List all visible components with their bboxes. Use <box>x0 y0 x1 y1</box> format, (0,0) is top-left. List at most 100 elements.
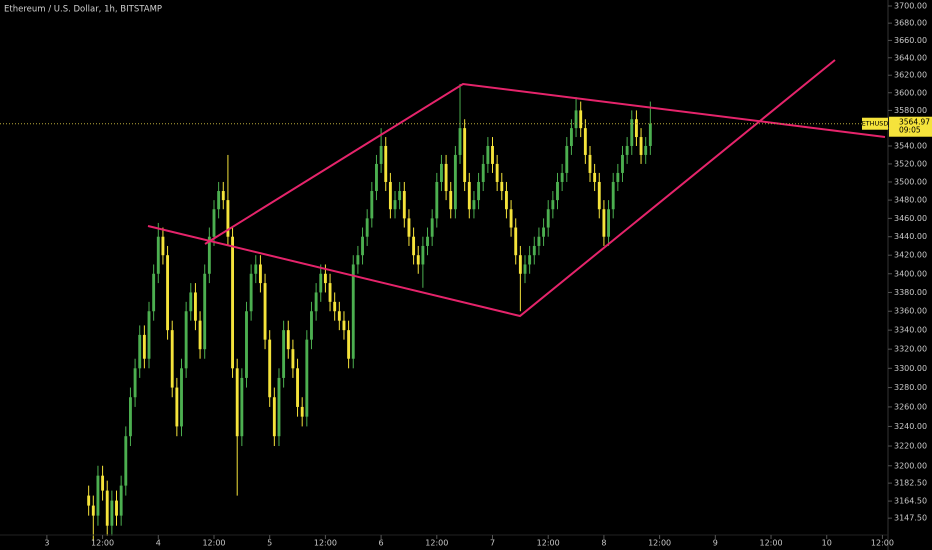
chart-title: Ethereum / U.S. Dollar, 1h, BITSTAMP <box>4 5 162 15</box>
candle <box>458 83 462 164</box>
candle <box>597 172 601 219</box>
candle <box>337 301 341 331</box>
candle-body <box>616 172 620 182</box>
candle <box>416 245 420 274</box>
candle-body <box>532 245 536 256</box>
trend-line[interactable] <box>147 59 836 318</box>
candle <box>263 273 267 350</box>
candle-body <box>156 236 160 274</box>
candle-body <box>115 500 118 516</box>
candle <box>207 227 211 284</box>
y-tick-label: 3620.00 <box>894 71 927 80</box>
y-tick-label: 3420.00 <box>894 251 927 260</box>
candle-body <box>217 191 221 210</box>
candle-body <box>258 264 262 284</box>
candle-body <box>263 283 267 340</box>
candle <box>402 181 406 228</box>
x-tick-label: 9 <box>713 539 718 548</box>
candle <box>440 154 443 192</box>
candle-body <box>161 236 165 256</box>
x-tick-label: 3 <box>44 539 49 548</box>
candle-body <box>597 181 601 210</box>
candle-body <box>356 255 360 265</box>
candle <box>361 227 364 265</box>
y-tick-label: 3260.00 <box>894 402 927 411</box>
candle <box>138 325 142 378</box>
y-tick-label: 3700.00 <box>894 1 927 10</box>
candle <box>310 301 313 350</box>
candle <box>634 110 638 146</box>
candle-body <box>212 209 216 237</box>
candle-body <box>277 377 281 437</box>
candle <box>407 209 411 246</box>
candle <box>110 490 114 536</box>
candle-body <box>402 191 406 219</box>
candle-body <box>435 181 439 219</box>
candle <box>495 154 499 192</box>
candle-body <box>440 163 443 182</box>
candle <box>193 283 197 331</box>
candle <box>105 480 109 536</box>
candle <box>453 145 457 219</box>
y-tick-label: 3680.00 <box>894 19 927 28</box>
candle-body <box>272 397 276 437</box>
candle-body <box>91 505 95 516</box>
candle-body <box>611 181 615 210</box>
candle <box>611 172 615 219</box>
candle-body <box>449 191 453 210</box>
candle <box>616 163 620 192</box>
candle <box>435 172 439 228</box>
candle-body <box>235 368 239 437</box>
candle <box>528 245 532 274</box>
candle-body <box>504 191 508 210</box>
candle <box>351 255 355 369</box>
candle-body <box>495 163 499 182</box>
candle <box>500 172 504 201</box>
candle-body <box>310 311 313 340</box>
candle-body <box>323 273 327 284</box>
candle <box>296 358 299 417</box>
candle-body <box>444 163 448 192</box>
trend-line[interactable] <box>204 82 886 245</box>
candle <box>91 495 95 541</box>
candle <box>249 264 253 321</box>
y-tick-label: 3220.00 <box>894 442 927 451</box>
candle <box>87 485 91 516</box>
candle-body <box>221 191 225 201</box>
y-tick-label: 3660.00 <box>894 36 927 45</box>
candle-body <box>240 377 244 437</box>
candle <box>240 368 244 447</box>
candle-body <box>105 490 109 526</box>
y-tick-label: 3320.00 <box>894 345 927 354</box>
candle-body <box>286 330 290 350</box>
candle <box>147 301 151 369</box>
candle <box>319 264 323 302</box>
candle <box>128 387 132 447</box>
symbol-label: ETHUSD <box>862 120 889 128</box>
candle-body <box>133 368 137 398</box>
y-tick-label: 3600.00 <box>894 88 927 97</box>
candle <box>217 181 221 219</box>
candle <box>384 137 388 192</box>
candle <box>119 475 123 526</box>
candle <box>115 490 118 526</box>
y-tick-label: 3164.50 <box>894 497 927 506</box>
x-tick-label: 12:00 <box>425 539 448 548</box>
candle <box>347 320 351 369</box>
candle <box>518 245 522 312</box>
candle-body <box>560 172 564 182</box>
candle <box>342 311 346 340</box>
candle <box>486 137 490 173</box>
candle <box>375 154 378 201</box>
x-tick-label: 12:00 <box>314 539 337 548</box>
candle-body <box>142 334 146 359</box>
candle <box>639 128 643 164</box>
candle-body <box>621 154 624 173</box>
candle <box>101 465 105 501</box>
x-tick-label: 8 <box>601 539 606 548</box>
candle <box>602 200 606 246</box>
candle <box>472 191 476 219</box>
candle-body <box>342 320 346 331</box>
candle <box>258 255 262 293</box>
